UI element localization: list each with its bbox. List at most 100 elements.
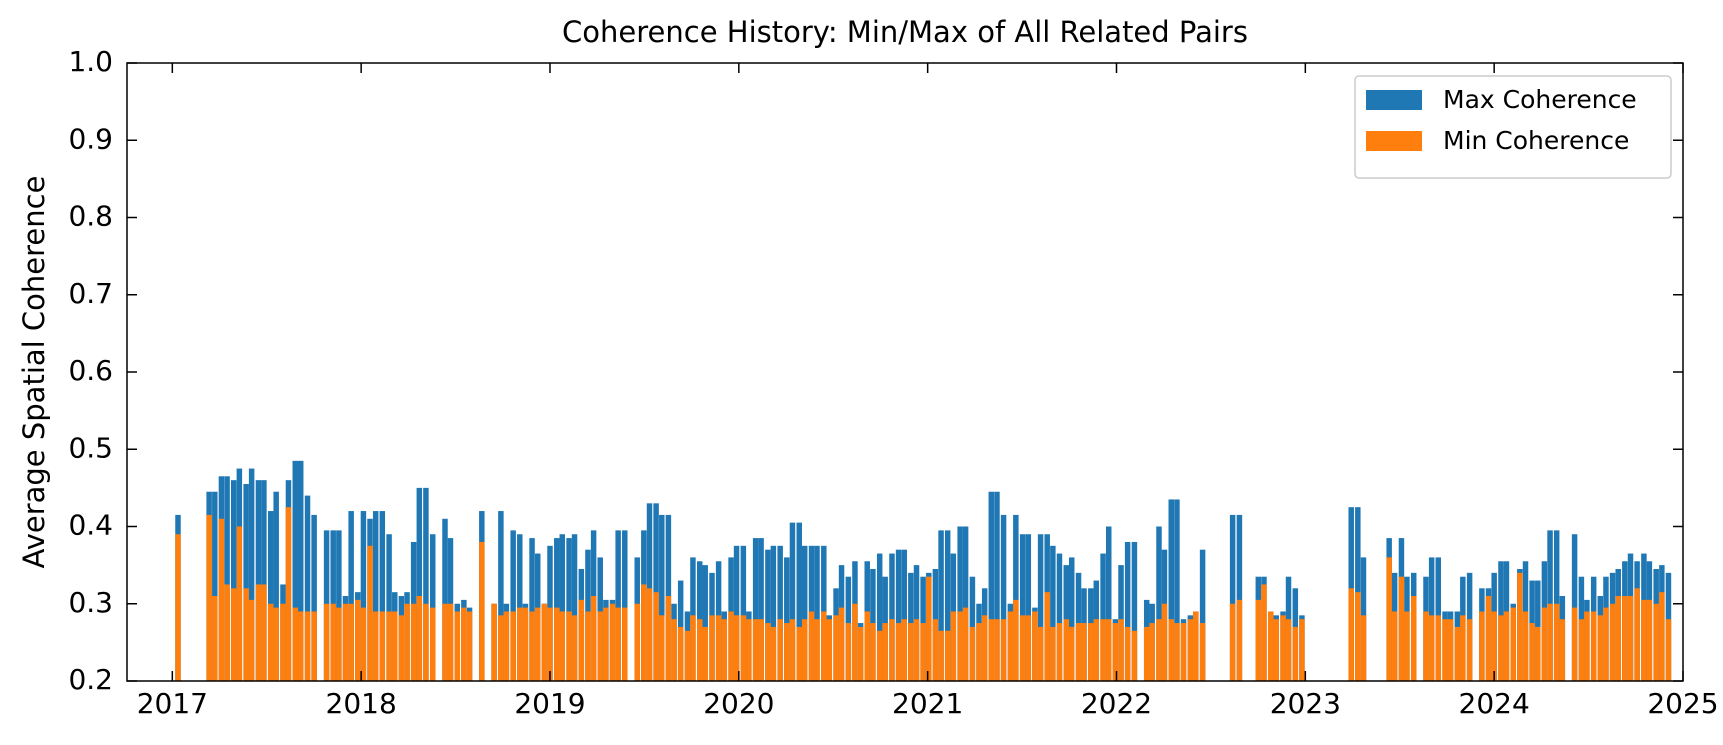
bar: [1535, 626, 1541, 681]
bar: [876, 630, 883, 681]
bar: [1355, 592, 1361, 681]
bar: [243, 484, 249, 681]
bar: [1000, 619, 1007, 681]
bar: [1236, 514, 1243, 681]
bar: [273, 607, 279, 681]
bar: [1460, 615, 1466, 681]
bar: [969, 626, 976, 681]
bar: [590, 596, 597, 681]
bar: [1069, 626, 1075, 681]
bar: [870, 623, 876, 681]
x-tick-label: 2019: [514, 687, 585, 720]
bar: [1124, 541, 1131, 681]
bar: [1261, 584, 1267, 681]
bar: [1292, 626, 1299, 681]
bar: [1093, 619, 1100, 681]
bar: [728, 611, 734, 681]
bar: [1386, 557, 1392, 681]
bar: [709, 615, 715, 681]
bar: [218, 518, 225, 681]
bar: [1665, 619, 1672, 681]
bar: [1428, 615, 1435, 681]
bar: [938, 530, 944, 681]
bar: [752, 538, 759, 681]
bar: [981, 615, 988, 681]
bar: [1435, 615, 1442, 681]
bar: [261, 584, 267, 681]
bar: [342, 603, 349, 681]
bar: [311, 611, 317, 681]
bar: [1106, 526, 1112, 681]
bar: [765, 549, 771, 681]
bar: [770, 626, 777, 681]
bar: [1019, 615, 1026, 681]
bar: [1609, 603, 1616, 681]
bar: [330, 603, 336, 681]
bar: [603, 607, 609, 681]
legend-box: [1354, 75, 1672, 179]
bar: [1553, 603, 1560, 681]
bar: [1603, 607, 1609, 681]
y-tick-label: 0.6: [68, 354, 113, 387]
bar: [1423, 611, 1429, 681]
bar: [1285, 619, 1292, 681]
bar: [962, 607, 969, 681]
bar: [398, 615, 405, 681]
bar: [1547, 603, 1553, 681]
bar: [653, 592, 659, 681]
bar: [789, 522, 796, 681]
bar: [733, 545, 740, 681]
bar: [1653, 603, 1659, 681]
bar: [740, 615, 747, 681]
chart-title: Coherence History: Min/Max of All Relate…: [562, 15, 1248, 49]
bar: [360, 607, 367, 681]
bar: [360, 511, 367, 681]
bar: [814, 545, 820, 681]
bar: [1199, 549, 1206, 681]
bar: [454, 611, 461, 681]
bar: [1510, 607, 1516, 681]
bar: [224, 476, 230, 681]
bar: [1007, 611, 1014, 681]
bar: [273, 491, 279, 681]
bar: [297, 611, 304, 681]
bar: [248, 599, 255, 681]
bar: [348, 511, 354, 681]
bar: [784, 557, 790, 681]
bar: [1615, 596, 1621, 681]
bar: [243, 588, 249, 681]
y-tick-label: 0.8: [68, 200, 113, 233]
bar: [1559, 619, 1566, 681]
bar: [838, 607, 845, 681]
bar: [466, 611, 473, 681]
bar: [292, 607, 298, 681]
bar: [1174, 499, 1180, 681]
bar: [1131, 630, 1138, 681]
bar: [1622, 596, 1628, 681]
bar: [702, 565, 708, 681]
bar: [634, 603, 640, 681]
bar: [1571, 607, 1578, 681]
bar: [1050, 545, 1056, 681]
bar: [988, 491, 995, 681]
bar: [957, 526, 963, 681]
bar: [1013, 599, 1019, 681]
bar: [913, 619, 920, 681]
bar: [962, 526, 969, 681]
bar: [1156, 526, 1162, 681]
x-tick-label: 2021: [892, 687, 963, 720]
bar: [684, 630, 691, 681]
bar: [510, 611, 516, 681]
bar: [950, 611, 957, 681]
bar: [224, 584, 230, 681]
bar: [1013, 514, 1019, 681]
bar: [479, 541, 485, 681]
bar: [944, 630, 951, 681]
bar: [304, 611, 311, 681]
bar: [304, 495, 311, 681]
bar: [659, 514, 665, 681]
bar: [386, 611, 392, 681]
bar: [1106, 619, 1112, 681]
bar: [175, 534, 181, 681]
bar: [659, 615, 665, 681]
